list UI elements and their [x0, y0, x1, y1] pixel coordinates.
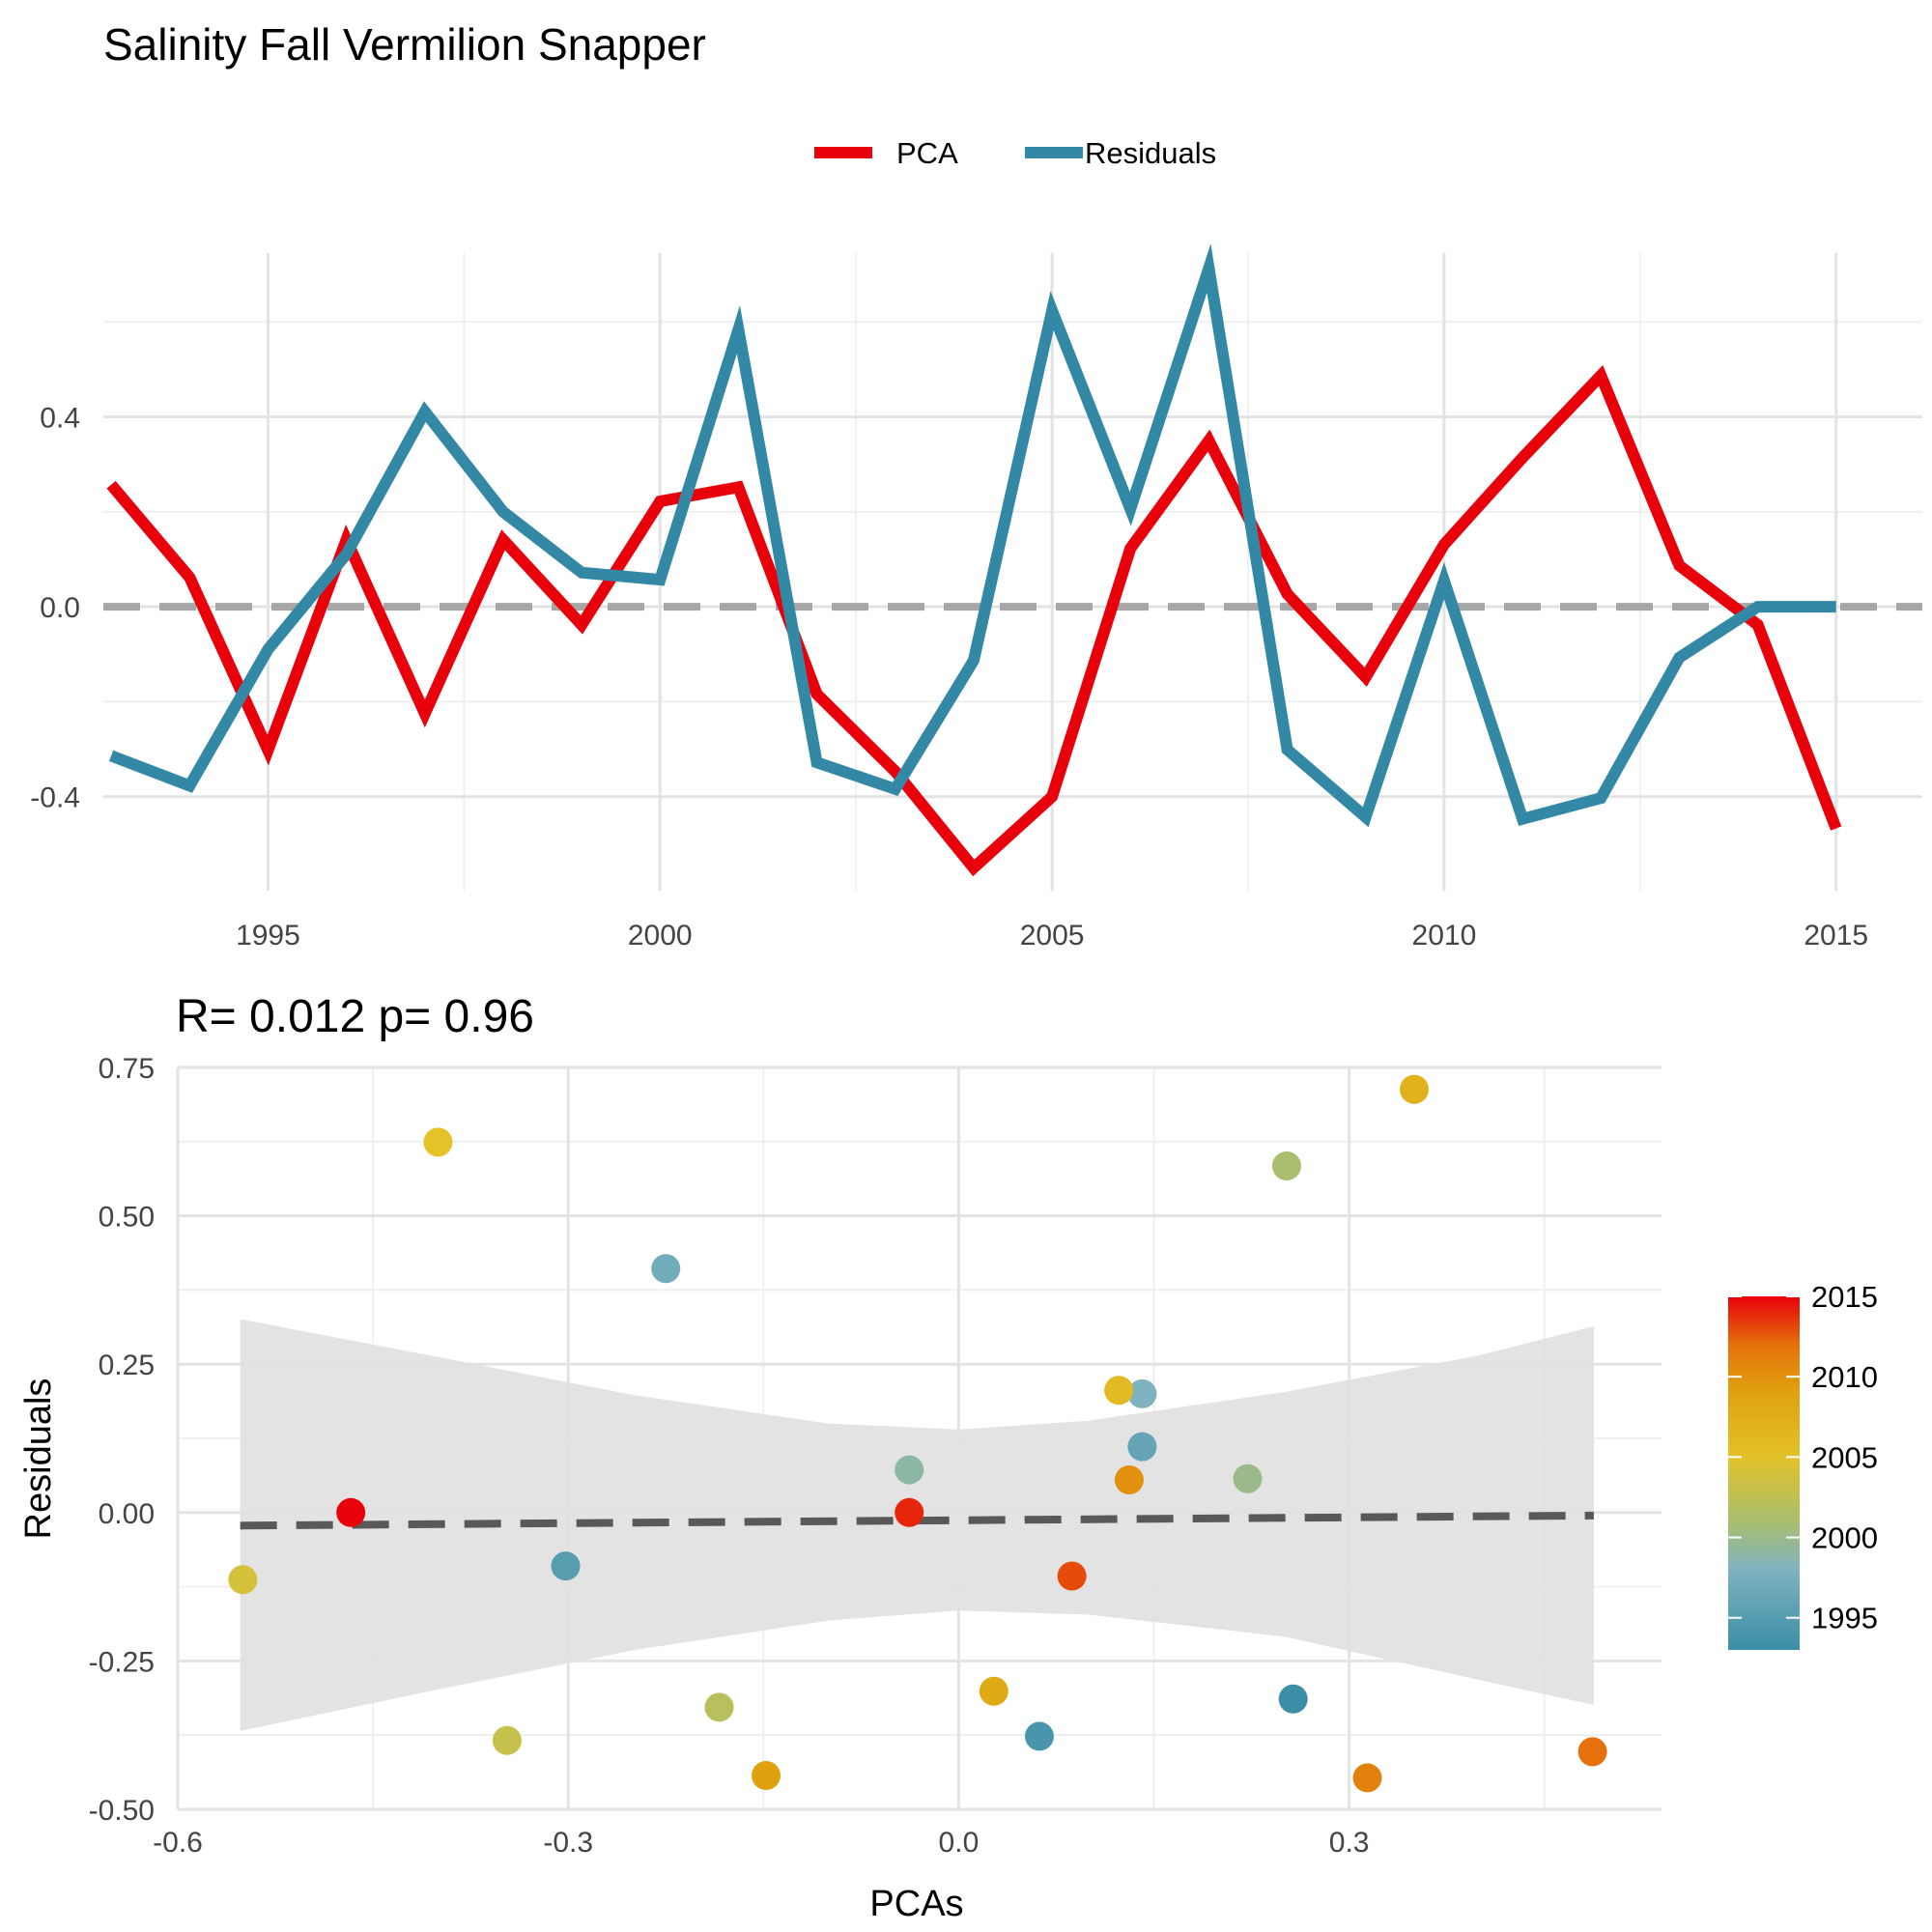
scatter-y-axis-label: Residuals — [18, 1378, 59, 1540]
scatter-point — [1233, 1463, 1263, 1493]
x-tick-label: 2015 — [1804, 920, 1868, 952]
colorbar-tick-label: 2015 — [1811, 1280, 1878, 1314]
scatter-point — [895, 1455, 924, 1485]
x-tick-label: 2005 — [1020, 920, 1085, 952]
colorbar-tick-label: 2010 — [1811, 1360, 1878, 1394]
residuals-series-line — [108, 243, 1836, 828]
scatter-point — [895, 1497, 924, 1527]
scatter-point — [1352, 1763, 1382, 1793]
scatter-point — [1057, 1561, 1087, 1591]
pca-series-line — [106, 364, 1842, 877]
y-tick-label: 0.50 — [99, 1202, 155, 1234]
colorbar-tick-label: 2005 — [1811, 1440, 1878, 1474]
confidence-band — [240, 1319, 1594, 1731]
scatter-point — [1278, 1684, 1308, 1714]
y-tick-label: 0.00 — [99, 1498, 155, 1530]
y-tick-label: 0.0 — [40, 592, 80, 624]
scatter-point — [1127, 1378, 1157, 1408]
line-legend: PCA Residuals — [814, 136, 1216, 170]
colorbar-tick-label: 1995 — [1811, 1602, 1878, 1635]
colorbar-gradient-bar — [1728, 1296, 1800, 1650]
scatter-point — [228, 1565, 258, 1595]
x-tick-label: 2000 — [628, 920, 693, 952]
scatter-point — [1400, 1074, 1429, 1104]
scatter-point — [651, 1254, 681, 1284]
x-tick-label: 1995 — [236, 920, 300, 952]
scatter-point — [336, 1497, 366, 1527]
legend-label-residuals: Residuals — [1085, 136, 1216, 170]
legend-label-pca: PCA — [896, 136, 958, 170]
y-tick-label: 0.4 — [40, 403, 80, 435]
x-tick-label: 0.3 — [1329, 1827, 1370, 1859]
y-tick-label: 0.25 — [99, 1350, 155, 1381]
correlation-annotation: R= 0.012 p= 0.96 — [176, 991, 534, 1042]
scatter-x-axis-label: PCAs — [869, 1884, 963, 1924]
x-tick-label: -0.3 — [543, 1827, 593, 1859]
scatter-point — [1127, 1432, 1157, 1462]
y-tick-label: 0.75 — [99, 1053, 155, 1085]
scatter-point — [704, 1692, 734, 1722]
scatter-point — [1271, 1151, 1301, 1180]
y-tick-label: -0.4 — [30, 782, 80, 814]
x-tick-label: 2010 — [1412, 920, 1477, 952]
scatter-point — [492, 1725, 522, 1755]
scatter-chart-panel: -0.6 -0.3 0.0 0.3 -0.50 -0.25 0.00 0.25 0.50 0.75 — [89, 1053, 1662, 1859]
scatter-point — [1577, 1737, 1607, 1767]
scatter-point — [752, 1760, 781, 1790]
scatter-point — [423, 1127, 453, 1157]
y-tick-label: -0.25 — [89, 1646, 155, 1678]
scatter-point — [551, 1551, 581, 1581]
x-tick-label: 0.0 — [939, 1827, 980, 1859]
page-title: Salinity Fall Vermilion Snapper — [103, 19, 706, 70]
colorbar-tick-label: 2000 — [1811, 1521, 1878, 1555]
x-tick-label: -0.6 — [153, 1827, 203, 1859]
scatter-point — [1104, 1376, 1134, 1406]
line-chart-panel: 1995 2000 2005 2010 2015 -0.4 0.0 0.4 — [30, 243, 1922, 952]
year-colorbar: 1995 2000 2005 2010 2015 — [1728, 1280, 1878, 1650]
y-tick-label: -0.50 — [89, 1795, 155, 1827]
scatter-point — [1024, 1721, 1054, 1751]
scatter-point — [979, 1676, 1009, 1706]
scatter-point — [1114, 1465, 1144, 1495]
